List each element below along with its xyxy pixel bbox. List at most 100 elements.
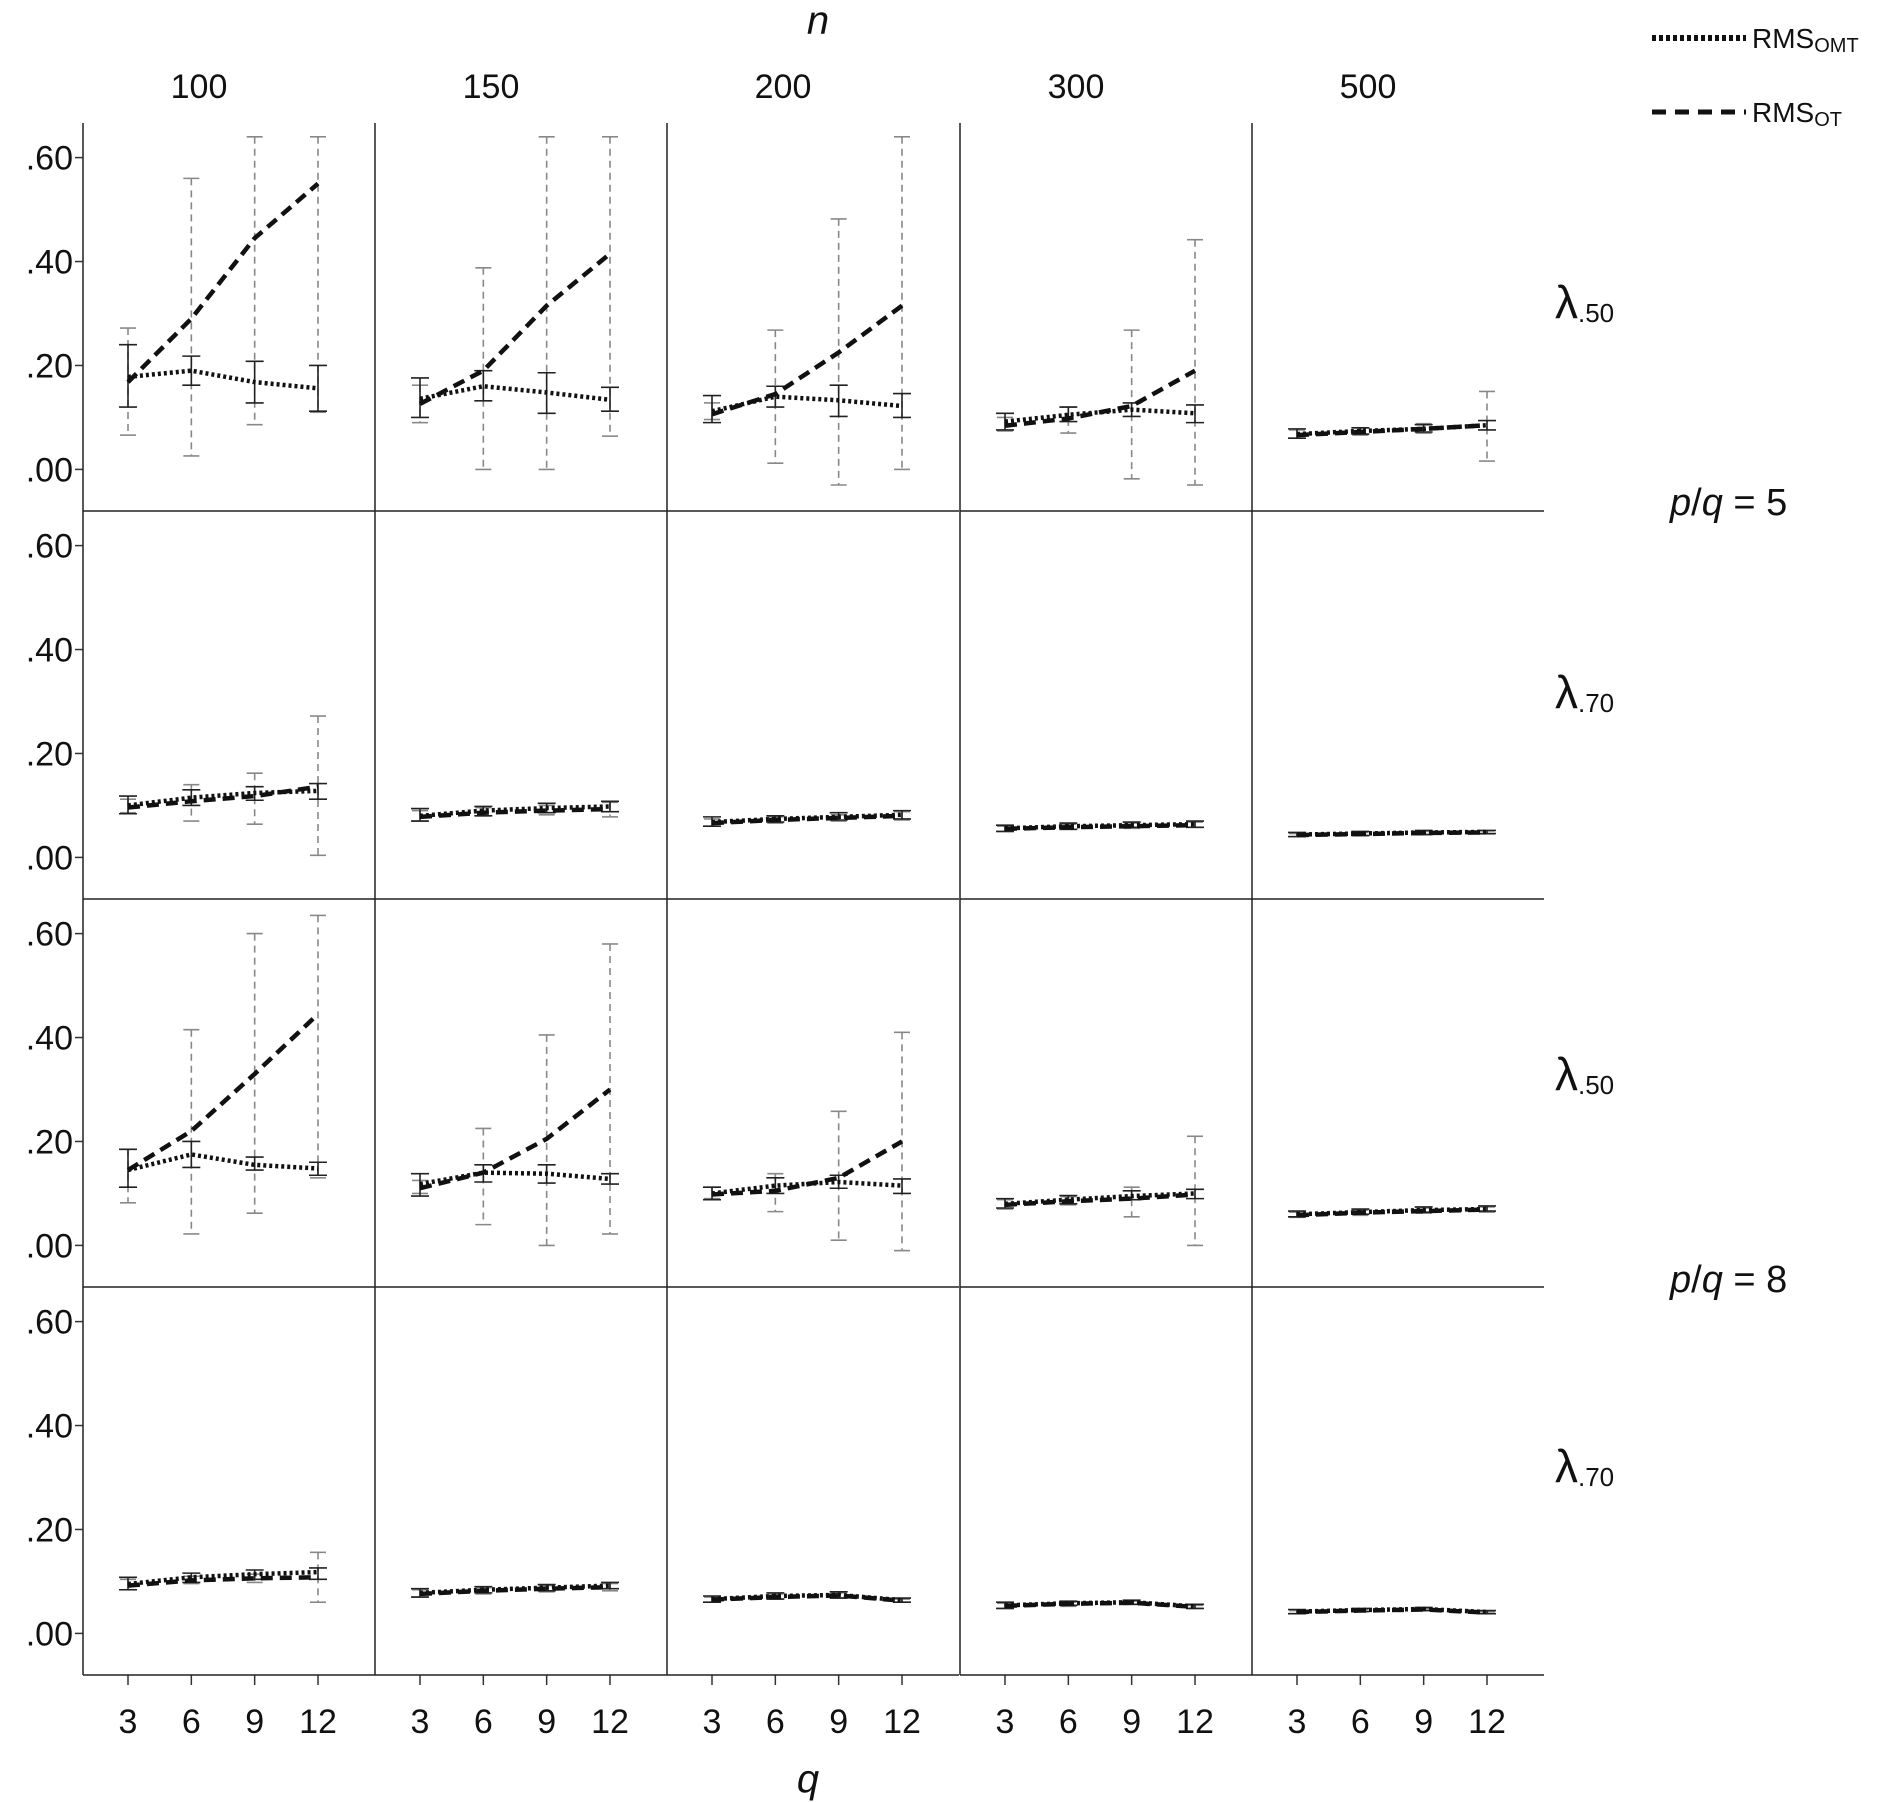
x-tick-label: 9 [245,1703,264,1741]
x-tick-label: 9 [1414,1703,1433,1741]
panel-r4-c3 [666,1287,959,1676]
panel-r2-c3 [666,511,959,900]
series-line-ot [126,1012,320,1172]
series-line-omt [419,1170,611,1187]
x-tick-label: 9 [537,1703,556,1741]
series-line-ot [711,1593,903,1603]
y-tick-label: .40 [26,632,73,670]
x-tick-label: 12 [1176,1703,1214,1741]
top-axis-title: n [807,0,829,43]
x-tick-label: 3 [996,1703,1015,1741]
series-line-ot [1296,1607,1488,1615]
y-tick-label: .60 [26,916,73,954]
legend: RMSOMT RMSOT [1652,23,1859,131]
series-line-ot [419,806,611,820]
legend-label-omt: RMSOMT [1752,23,1859,57]
series-line-ot [1296,422,1488,438]
series-line-ot [419,1087,612,1191]
column-header-300: 300 [1048,68,1105,106]
panel-r3-c3 [666,899,959,1288]
series-line-ot [1296,830,1488,838]
panel-r1-c5 [1251,123,1544,512]
x-tick-label: 12 [299,1703,337,1741]
series-line-ot [1004,368,1197,428]
x-tick-label: 12 [1468,1703,1506,1741]
series-line-omt [1296,422,1488,437]
y-tick-label: .20 [26,347,73,385]
pq-label-5: p/q = 5 [1669,482,1787,524]
panel-r3-c5 [1251,899,1544,1288]
series-line-omt [711,1179,903,1196]
panel-r2-c4 [959,511,1252,900]
y-tick-label: .00 [26,839,73,877]
x-tick-label: 3 [411,1703,430,1741]
panel-r4-c1 [82,1287,375,1676]
y-tick-label: .40 [26,1020,73,1058]
panel-r4-c5 [1251,1287,1544,1676]
series-line-omt [711,812,903,825]
series-line-ot [418,251,612,406]
series-line-ot [1296,1207,1488,1218]
row-label-1: λ.50 [1555,276,1614,328]
legend-sub-omt: OMT [1814,35,1858,57]
column-header-500: 500 [1340,68,1397,106]
series-line-ot [711,813,903,826]
series-line-ot [711,303,904,417]
y-tick-label: .60 [26,1304,73,1342]
panel-r2-c2 [374,511,667,900]
y-tick-label: .20 [26,1123,73,1161]
series-line-omt [711,394,903,414]
row-label-2: λ.70 [1555,666,1614,718]
series-line-omt [419,804,611,819]
series-line-omt [1004,1191,1196,1207]
series-line-ot [126,181,320,384]
series-line-omt [419,1583,611,1596]
series-line-ot [1004,1600,1196,1610]
legend-main-omt: RMS [1752,23,1814,54]
x-tick-label: 3 [703,1703,722,1741]
panel-r3-c1 [82,899,375,1288]
panel-r1-c2 [374,123,667,512]
y-tick-label: .60 [26,528,73,566]
series-line-omt [711,1592,903,1603]
series-line-omt [127,788,319,808]
panel-r2-c5 [1251,511,1544,900]
panel-r1-c3 [666,123,959,512]
y-tick-label: .00 [26,1615,73,1653]
series-line-omt [1004,407,1196,424]
series-line-omt [127,368,319,391]
row-label-4: λ.70 [1555,1440,1614,1492]
series-line-ot [127,1575,319,1588]
pq-label-8: p/q = 8 [1669,1259,1787,1301]
y-tick-label: .00 [26,451,73,489]
column-header-150: 150 [463,68,520,106]
series-line-omt [127,1152,319,1173]
y-tick-label: .20 [26,1511,73,1549]
series-line-ot [419,1584,611,1597]
panel-r4-c2 [374,1287,667,1676]
y-tick-label: .40 [26,244,73,282]
pq-labels: p/q = 5 p/q = 8 [1669,482,1787,1301]
x-tick-label: 6 [182,1703,201,1741]
y-tick-label: .60 [26,140,73,178]
series-line-omt [1004,1599,1196,1609]
x-tick-label: 12 [591,1703,629,1741]
x-tick-label: 9 [1122,1703,1141,1741]
panel-r1-c4 [959,123,1252,512]
series-line-ot [127,784,319,810]
row-label-3: λ.50 [1555,1048,1614,1100]
legend-sub-ot: OT [1814,109,1842,131]
panel-r4-c4 [959,1287,1252,1676]
panel-grid: 100 150 200 300 500 .00 .20 .40 .60 .00 .20 .40 .60.… [26,68,1544,1741]
series-line-omt [1296,829,1488,837]
series-line-ot [711,1139,904,1197]
y-tick-label: .40 [26,1408,73,1446]
series-line-ot [1004,822,1196,832]
legend-main-ot: RMS [1752,97,1814,128]
x-tick-label: 12 [883,1703,921,1741]
y-tick-label: .20 [26,735,73,773]
series-line-omt [1004,821,1196,831]
y-tick-label: .00 [26,1227,73,1265]
x-tick-label: 6 [766,1703,785,1741]
